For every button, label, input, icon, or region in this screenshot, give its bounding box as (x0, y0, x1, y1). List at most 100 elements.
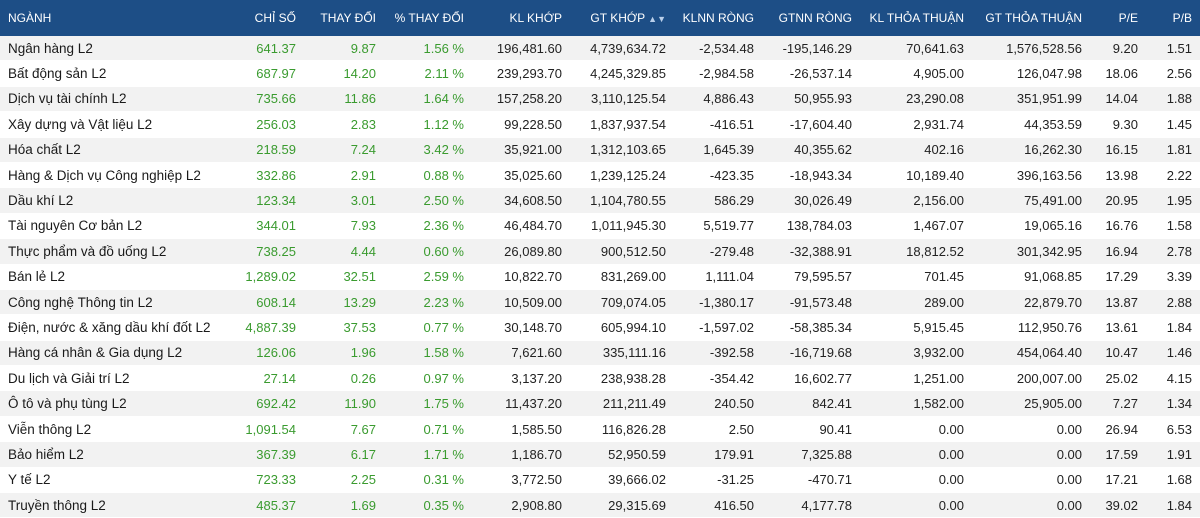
gt-khop-cell: 335,111.16 (570, 340, 674, 367)
gt-khop-cell: 1,239,125.24 (570, 162, 674, 189)
table-row[interactable]: Bảo hiểm L2 367.39 6.17 1.71 % 1,186.70 52,95… (0, 441, 1200, 468)
header-gt-khop[interactable]: GT KHỚP ▲▼ (570, 0, 674, 36)
table-row[interactable]: Hàng cá nhân & Gia dụng L2 126.06 1.96 1.58… (0, 340, 1200, 367)
table-row[interactable]: Ô tô và phụ tùng L2 692.42 11.90 1.75 % 11,4… (0, 390, 1200, 417)
sector-name-cell[interactable]: Bán lẻ L2 (0, 264, 232, 290)
pb-cell: 1.81 (1146, 137, 1200, 163)
change-cell: 6.17 (304, 441, 384, 468)
table-row[interactable]: Ngân hàng L2 641.37 9.87 1.56 % 196,481.60 4,… (0, 36, 1200, 62)
sector-name-cell[interactable]: Điện, nước & xăng dầu khí đốt L2 (0, 314, 232, 341)
kl-thoa-thuan-cell: 2,156.00 (860, 187, 972, 214)
pe-cell: 10.47 (1090, 340, 1146, 367)
klnn-rong-cell: 179.91 (674, 441, 762, 468)
header-pb[interactable]: P/B (1146, 0, 1200, 36)
index-cell: 735.66 (232, 86, 304, 113)
pct-change-cell: 3.42 % (384, 137, 472, 163)
header-pct-thay-doi[interactable]: % THAY ĐỔI (384, 0, 472, 36)
gt-khop-cell: 39,666.02 (570, 467, 674, 494)
kl-thoa-thuan-cell: 5,915.45 (860, 314, 972, 341)
klnn-rong-cell: -354.42 (674, 365, 762, 392)
gt-thoa-thuan-cell: 44,353.59 (972, 111, 1090, 138)
table-row[interactable]: Viễn thông L2 1,091.54 7.67 0.71 % 1,585.50 1… (0, 416, 1200, 443)
sector-name-cell[interactable]: Hàng & Dịch vụ Công nghiệp L2 (0, 162, 232, 189)
klnn-rong-cell: 1,111.04 (674, 264, 762, 290)
header-kl-thoa-thuan[interactable]: KL THỎA THUẬN (860, 0, 972, 36)
table-row[interactable]: Dịch vụ tài chính L2 735.66 11.86 1.64 % 157… (0, 86, 1200, 113)
change-cell: 2.25 (304, 467, 384, 494)
table-row[interactable]: Dầu khí L2 123.34 3.01 2.50 % 34,608.50 1,104… (0, 187, 1200, 214)
gtnn-rong-cell: 50,955.93 (762, 86, 860, 113)
index-cell: 367.39 (232, 441, 304, 468)
table-row[interactable]: Bán lẻ L2 1,289.02 32.51 2.59 % 10,822.70 831… (0, 264, 1200, 290)
pe-cell: 26.94 (1090, 416, 1146, 443)
sector-name-cell[interactable]: Tài nguyên Cơ bản L2 (0, 213, 232, 240)
sector-name-cell[interactable]: Hàng cá nhân & Gia dụng L2 (0, 340, 232, 367)
sector-name-cell[interactable]: Du lịch và Giải trí L2 (0, 365, 232, 392)
gt-khop-cell: 1,011,945.30 (570, 213, 674, 240)
sector-name-cell[interactable]: Viễn thông L2 (0, 416, 232, 443)
sector-name-cell[interactable]: Thực phẩm và đồ uống L2 (0, 238, 232, 265)
index-cell: 27.14 (232, 365, 304, 392)
table-row[interactable]: Tài nguyên Cơ bản L2 344.01 7.93 2.36 % 46,4… (0, 213, 1200, 240)
pct-change-cell: 2.23 % (384, 289, 472, 316)
sector-name-cell[interactable]: Bảo hiểm L2 (0, 441, 232, 468)
header-kl-khop[interactable]: KL KHỚP (472, 0, 570, 36)
index-cell: 332.86 (232, 162, 304, 189)
header-klnn-rong[interactable]: KLNN RÒNG (674, 0, 762, 36)
header-label: KLNN RÒNG (682, 11, 754, 25)
header-gt-thoa-thuan[interactable]: GT THỎA THUẬN (972, 0, 1090, 36)
sort-icon[interactable]: ▲▼ (648, 14, 666, 24)
change-cell: 0.26 (304, 365, 384, 392)
gtnn-rong-cell: 16,602.77 (762, 365, 860, 392)
pb-cell: 1.34 (1146, 390, 1200, 417)
kl-thoa-thuan-cell: 3,932.00 (860, 340, 972, 367)
header-chi-so[interactable]: CHỈ SỐ (232, 0, 304, 36)
table-row[interactable]: Bất động sản L2 687.97 14.20 2.11 % 239,293.… (0, 60, 1200, 87)
change-cell: 2.91 (304, 162, 384, 189)
pct-change-cell: 2.36 % (384, 213, 472, 240)
table-row[interactable]: Hàng & Dịch vụ Công nghiệp L2 332.86 2.91 0… (0, 162, 1200, 189)
header-gtnn-rong[interactable]: GTNN RÒNG (762, 0, 860, 36)
table-row[interactable]: Y tế L2 723.33 2.25 0.31 % 3,772.50 39,666.02… (0, 467, 1200, 494)
header-label: KL KHỚP (509, 11, 562, 25)
change-cell: 4.44 (304, 238, 384, 265)
header-thay-doi[interactable]: THAY ĐỔI (304, 0, 384, 36)
table-row[interactable]: Du lịch và Giải trí L2 27.14 0.26 0.97 % 3,1… (0, 365, 1200, 392)
table-row[interactable]: Thực phẩm và đồ uống L2 738.25 4.44 0.60 % 2… (0, 238, 1200, 265)
change-cell: 11.86 (304, 86, 384, 113)
table-row[interactable]: Công nghệ Thông tin L2 608.14 13.29 2.23 % 1… (0, 289, 1200, 316)
gt-thoa-thuan-cell: 454,064.40 (972, 340, 1090, 367)
table-row[interactable]: Xây dựng và Vật liệu L2 256.03 2.83 1.12 % 9… (0, 111, 1200, 138)
index-cell: 608.14 (232, 289, 304, 316)
sector-name-cell[interactable]: Ngân hàng L2 (0, 36, 232, 62)
pct-change-cell: 0.88 % (384, 162, 472, 189)
gtnn-rong-cell: -17,604.40 (762, 111, 860, 138)
kl-khop-cell: 3,137.20 (472, 365, 570, 392)
sector-name-cell[interactable]: Truyền thông L2 (0, 492, 232, 518)
sector-name-cell[interactable]: Xây dựng và Vật liệu L2 (0, 111, 232, 138)
header-nganh[interactable]: NGÀNH (0, 0, 232, 36)
sector-name-cell[interactable]: Dịch vụ tài chính L2 (0, 86, 232, 113)
pb-cell: 1.91 (1146, 441, 1200, 468)
sector-name-cell[interactable]: Y tế L2 (0, 467, 232, 494)
pe-cell: 16.15 (1090, 137, 1146, 163)
gt-khop-cell: 900,512.50 (570, 238, 674, 265)
index-cell: 123.34 (232, 187, 304, 214)
sector-name-cell[interactable]: Ô tô và phụ tùng L2 (0, 390, 232, 417)
table-row[interactable]: Hóa chất L2 218.59 7.24 3.42 % 35,921.00 1,31… (0, 137, 1200, 163)
gt-thoa-thuan-cell: 0.00 (972, 492, 1090, 518)
gt-khop-cell: 52,950.59 (570, 441, 674, 468)
sector-name-cell[interactable]: Công nghệ Thông tin L2 (0, 289, 232, 316)
change-cell: 13.29 (304, 289, 384, 316)
header-pe[interactable]: P/E (1090, 0, 1146, 36)
pb-cell: 1.58 (1146, 213, 1200, 240)
table-row[interactable]: Truyền thông L2 485.37 1.69 0.35 % 2,908.80 2… (0, 492, 1200, 518)
gtnn-rong-cell: -32,388.91 (762, 238, 860, 265)
sector-name-cell[interactable]: Bất động sản L2 (0, 60, 232, 87)
table-row[interactable]: Điện, nước & xăng dầu khí đốt L2 4,887.39… (0, 314, 1200, 341)
kl-thoa-thuan-cell: 4,905.00 (860, 60, 972, 87)
klnn-rong-cell: 586.29 (674, 187, 762, 214)
sector-name-cell[interactable]: Dầu khí L2 (0, 187, 232, 214)
gtnn-rong-cell: -18,943.34 (762, 162, 860, 189)
sector-name-cell[interactable]: Hóa chất L2 (0, 137, 232, 163)
